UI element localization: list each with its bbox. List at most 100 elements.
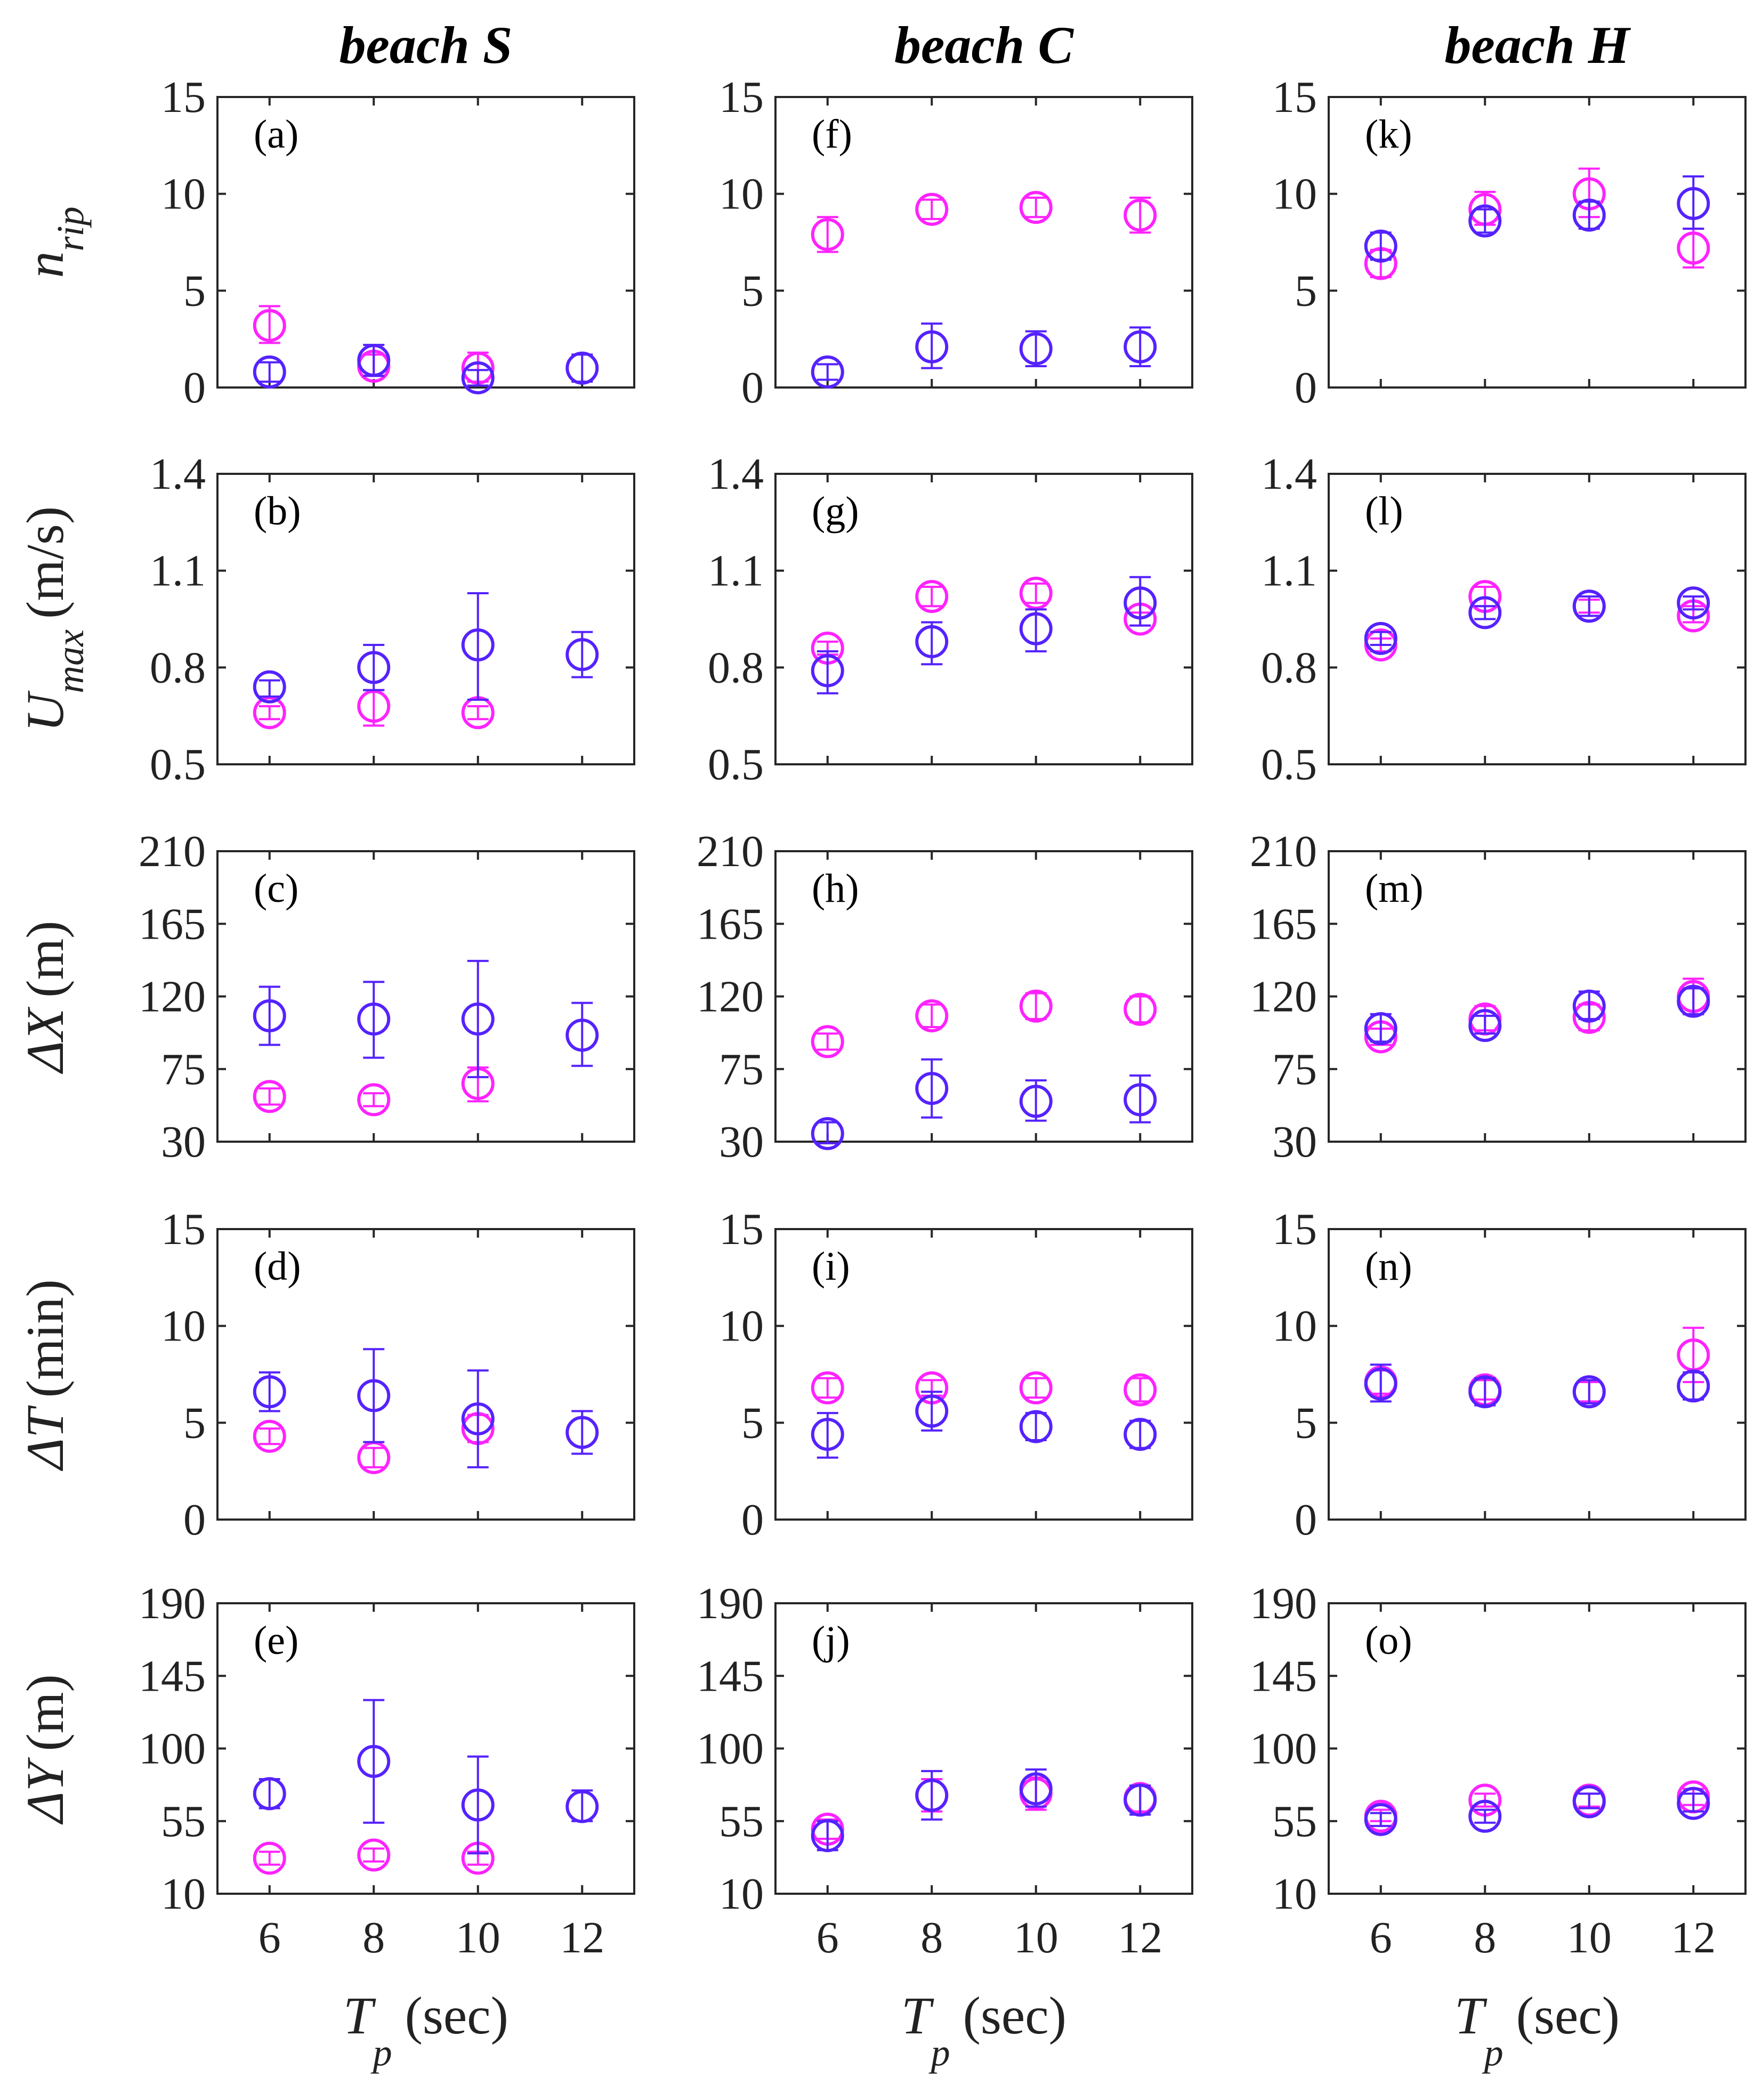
y-tick-label: 5 [1295, 266, 1317, 316]
blue-marker [1019, 1772, 1053, 1806]
magenta-marker [1019, 577, 1053, 610]
blue-marker [1123, 1083, 1157, 1117]
blue-marker [1468, 204, 1502, 238]
panel-i: 0 5 10 15 (i) [719, 1205, 1193, 1545]
blue-marker [1677, 1369, 1710, 1403]
panel-label: (k) [1365, 112, 1412, 157]
blue-marker [357, 1744, 391, 1778]
blue-marker [1572, 198, 1606, 232]
y-tick-label: 165 [697, 899, 764, 949]
blue-marker [1123, 1783, 1157, 1817]
y-tick-label: 190 [1250, 1579, 1317, 1628]
panel-label: (d) [254, 1244, 301, 1289]
panels: 051015(a)0.50.81.11.4(b)3075120165210(c)… [139, 72, 1747, 1962]
blue-marker [565, 1019, 599, 1052]
y-tick-label: 1.4 [1261, 449, 1317, 499]
panel-label: (m) [1365, 866, 1424, 911]
blue-marker [357, 651, 391, 684]
magenta-marker [253, 1841, 286, 1875]
x-tick-label: 12 [560, 1913, 604, 1962]
blue-marker [915, 330, 949, 364]
x-tick-label: 10 [1014, 1913, 1058, 1962]
y-axis-label-row-4: ΔT (min) [15, 1279, 75, 1471]
magenta-marker [1019, 989, 1053, 1023]
blue-marker [461, 361, 495, 394]
y-axis-label-row-3: ΔX (m) [15, 920, 75, 1074]
blue-marker [253, 670, 286, 704]
y-axis-var: ΔY [15, 1757, 75, 1825]
blue-marker [461, 1002, 495, 1036]
panel-label: (f) [812, 112, 852, 157]
y-tick-label: 145 [697, 1651, 764, 1701]
magenta-marker [1123, 198, 1157, 232]
y-tick-label: 10 [719, 169, 764, 219]
y-tick-label: 55 [1272, 1797, 1317, 1846]
blue-marker [1572, 589, 1606, 623]
blue-marker [1677, 586, 1710, 620]
column-title-1: beach S [340, 15, 513, 75]
y-tick-label: 10 [161, 1869, 206, 1919]
x-axis-var: T [901, 1986, 934, 2045]
magenta-marker [1019, 191, 1053, 224]
y-tick-label: 0.8 [150, 643, 206, 692]
blue-marker [357, 1002, 391, 1036]
panel-m: 30 75 120 165 210 (m) [1250, 827, 1747, 1167]
panel-f: 0 5 10 15 (f) [719, 72, 1193, 413]
y-tick-label: 145 [139, 1651, 206, 1701]
y-tick-label: 15 [161, 1205, 206, 1254]
blue-marker [811, 355, 844, 389]
y-tick-label: 210 [1250, 827, 1317, 876]
y-tick-label: 55 [161, 1797, 206, 1846]
magenta-marker [253, 309, 286, 342]
y-tick-label: 75 [161, 1045, 206, 1094]
axes-frame [216, 1228, 635, 1521]
y-axis-var: ΔT [15, 1405, 75, 1472]
x-axis-subscript: p [1482, 2031, 1504, 2074]
y-tick-label: 165 [1250, 899, 1317, 949]
y-axis-var: n [15, 252, 75, 278]
panel-label: (a) [254, 112, 298, 157]
blue-marker [1019, 1085, 1053, 1118]
y-axis-unit: (m) [15, 920, 75, 997]
blue-marker [1677, 1787, 1710, 1820]
y-axis-var: ΔX [15, 1006, 75, 1075]
magenta-marker [357, 690, 391, 723]
axes-frame [216, 850, 635, 1143]
y-tick-label: 0 [1295, 1495, 1317, 1545]
blue-marker [811, 654, 844, 688]
panel-k: 0 5 10 15 (k) [1272, 72, 1747, 413]
y-tick-label: 30 [161, 1117, 206, 1167]
panel-n: 0 5 10 15 (n) [1272, 1205, 1747, 1545]
blue-marker [357, 344, 391, 377]
x-axis-unit: (sec) [405, 1986, 508, 2045]
y-tick-label: 210 [697, 827, 764, 876]
blue-marker [915, 625, 949, 658]
magenta-marker [357, 1838, 391, 1872]
y-axis-unit: (m) [15, 1674, 75, 1751]
blue-marker [253, 355, 286, 389]
axes-frame [1328, 1228, 1747, 1521]
y-tick-label: 5 [741, 1398, 764, 1448]
x-axis-var: T [1454, 1986, 1488, 2045]
panel-l: 0.5 0.8 1.1 1.4 (l) [1261, 449, 1747, 789]
y-tick-label: 15 [161, 72, 206, 122]
y-tick-label: 1.1 [150, 546, 206, 596]
blue-marker [811, 1117, 844, 1150]
y-tick-label: 15 [719, 72, 764, 122]
y-tick-label: 5 [1295, 1398, 1317, 1448]
blue-marker [1364, 1803, 1397, 1836]
blue-marker [1364, 1012, 1397, 1046]
y-axis-label-row-5: ΔY(m) [15, 1674, 75, 1825]
x-tick-label: 8 [1474, 1913, 1496, 1962]
magenta-marker [1123, 1373, 1157, 1407]
y-tick-label: 210 [139, 827, 206, 876]
blue-marker [1572, 989, 1606, 1023]
x-tick-label: 12 [1118, 1913, 1162, 1962]
y-tick-label: 10 [719, 1302, 764, 1351]
blue-marker [1572, 1375, 1606, 1409]
y-tick-label: 15 [719, 1205, 764, 1254]
y-tick-label: 120 [139, 972, 206, 1022]
blue-marker [1468, 1009, 1502, 1042]
blue-marker [565, 1790, 599, 1823]
blue-marker [1019, 612, 1053, 645]
